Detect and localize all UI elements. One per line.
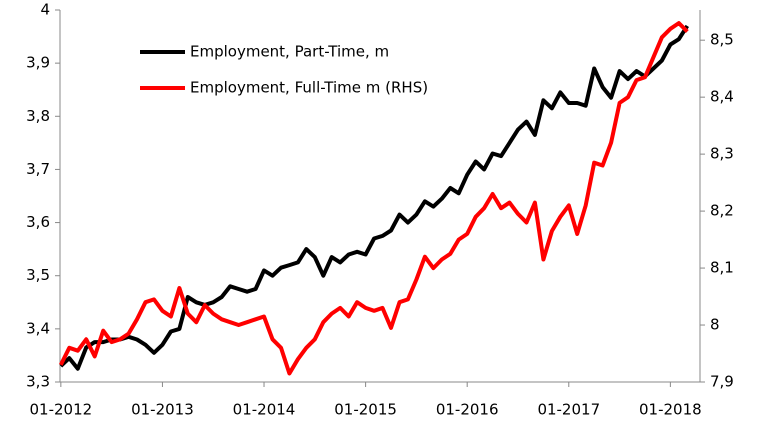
x-tick-label: 01-2013 — [131, 401, 194, 419]
y-tick-label: 3,4 — [26, 319, 50, 337]
y-tick-label: 3,9 — [26, 54, 50, 72]
x-tick-label: 01-2018 — [639, 401, 702, 419]
y-tick-label: 4 — [40, 1, 50, 19]
legend-label: Employment, Part-Time, m — [190, 43, 389, 61]
y-tick-label: 3,7 — [26, 160, 50, 178]
x-tick-label: 01-2012 — [30, 401, 93, 419]
y2-tick-label: 7,9 — [710, 373, 734, 391]
y2-tick-label: 8 — [710, 316, 720, 334]
y2-tick-label: 8,2 — [710, 202, 734, 220]
x-tick-label: 01-2014 — [233, 401, 296, 419]
y2-tick-label: 8,1 — [710, 259, 734, 277]
x-tick-label: 01-2016 — [436, 401, 499, 419]
x-tick-label: 01-2017 — [537, 401, 600, 419]
series-line — [59, 21, 689, 376]
x-tick-label: 01-2015 — [334, 401, 397, 419]
y-tick-label: 3,5 — [26, 266, 50, 284]
y2-tick-label: 8,3 — [710, 145, 734, 163]
series-line — [59, 24, 689, 371]
legend-label: Employment, Full-Time m (RHS) — [190, 79, 428, 97]
y-tick-label: 3,3 — [26, 373, 50, 391]
y-tick-label: 3,8 — [26, 107, 50, 125]
y2-tick-label: 8,4 — [710, 88, 734, 106]
y2-tick-label: 8,5 — [710, 31, 734, 49]
y-tick-label: 3,6 — [26, 213, 50, 231]
